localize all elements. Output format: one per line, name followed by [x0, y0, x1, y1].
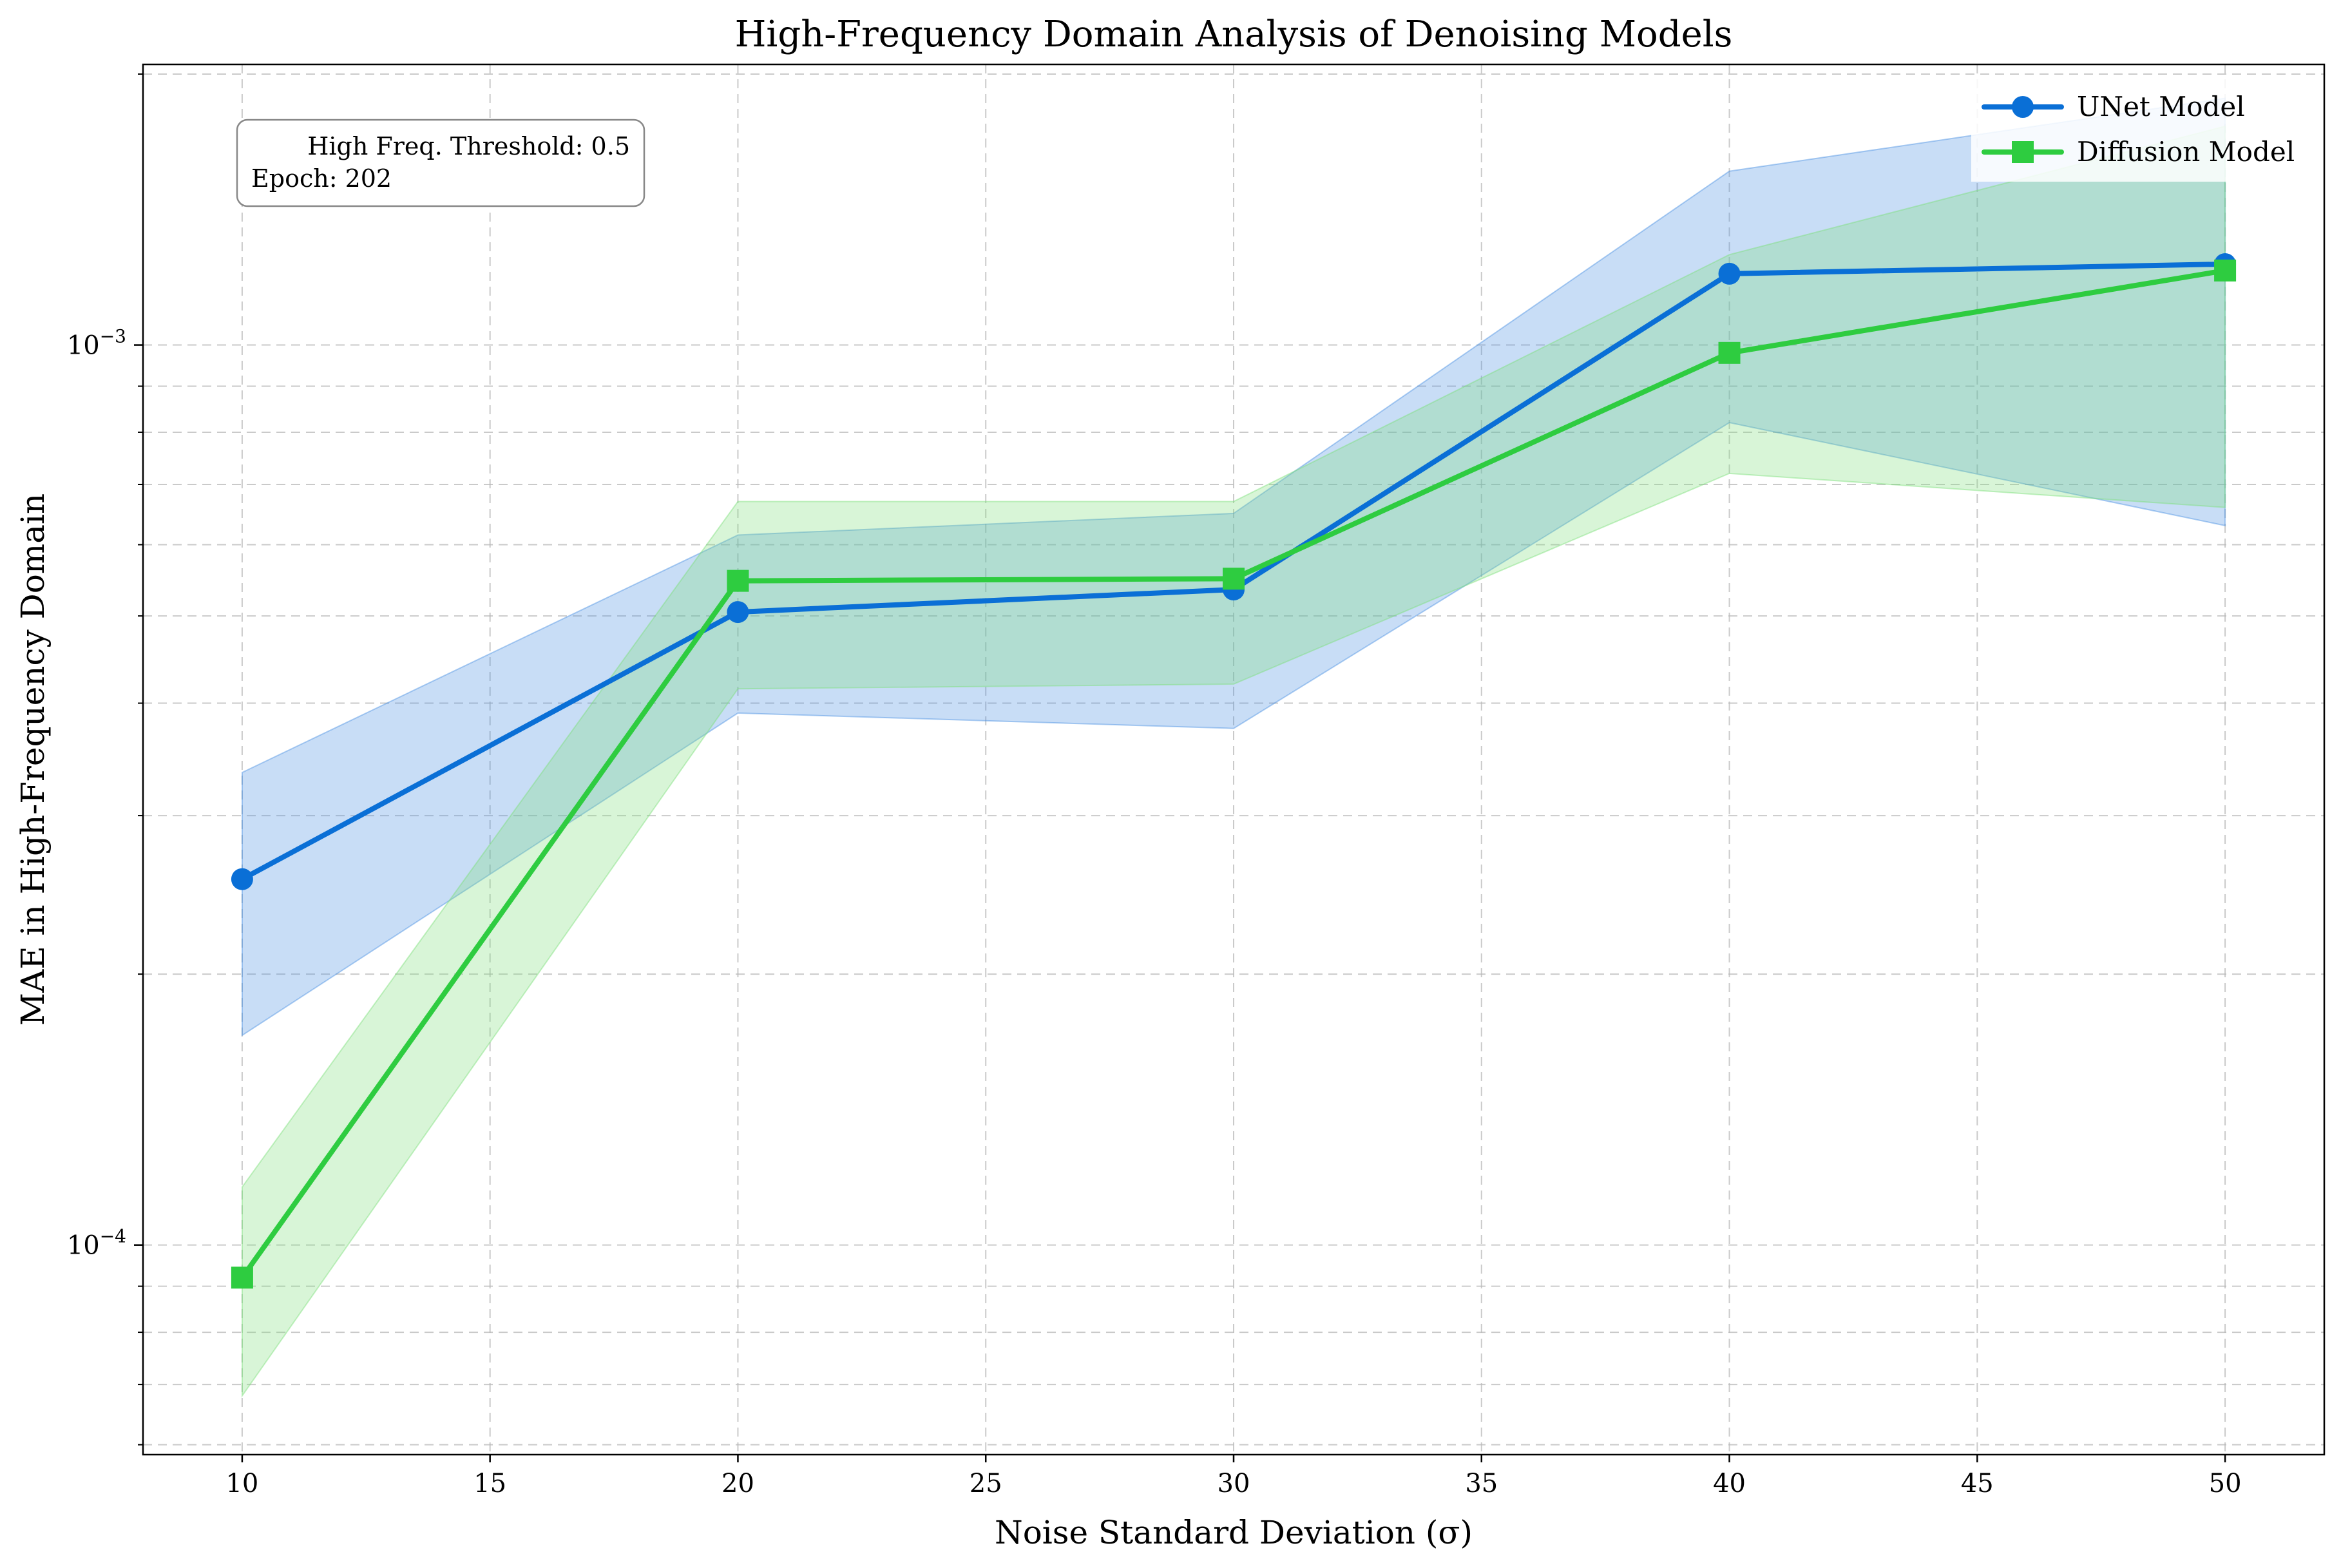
chart-title: High-Frequency Domain Analysis of Denois… [735, 14, 1733, 55]
marker-point [727, 569, 749, 592]
annotation-frame [236, 119, 645, 207]
marker-point [2214, 259, 2237, 282]
band-0 [241, 97, 2226, 1037]
marker-point [727, 601, 749, 624]
marker-point [231, 868, 253, 890]
x-tick-label: 40 [1713, 1469, 1746, 1498]
annotation-box: High Freq. Threshold: 0.5 Epoch: 202 [236, 119, 645, 207]
y-tick-label: 10−4 [67, 1226, 126, 1261]
marker-point [1223, 568, 1245, 590]
x-tick-label: 30 [1218, 1469, 1250, 1498]
x-tick-label: 50 [2209, 1469, 2242, 1498]
marker-point [1718, 262, 1741, 285]
legend-frame [1971, 79, 2311, 182]
x-tick-label: 25 [970, 1469, 1002, 1498]
grid [143, 64, 2324, 1455]
x-tick-label: 20 [721, 1469, 754, 1498]
band-1 [241, 125, 2226, 1398]
x-tick-label: 45 [1961, 1469, 1994, 1498]
annotation-epoch: Epoch: 202 [251, 164, 392, 193]
legend: UNet Model Diffusion Model [1971, 79, 2311, 182]
confidence-bands [241, 97, 2226, 1398]
legend-label: UNet Model [2077, 91, 2245, 122]
x-tick-label: 10 [225, 1469, 258, 1498]
axis-ticks: 10 15 20 25 30 35 40 45 50 10−4 10−3 [67, 73, 2242, 1498]
legend-marker [2012, 96, 2034, 118]
y-tick-label: 10−3 [67, 326, 126, 361]
legend-label: Diffusion Model [2077, 136, 2295, 167]
legend-marker [2012, 141, 2034, 163]
marker-point [231, 1267, 253, 1289]
x-tick-label: 35 [1465, 1469, 1498, 1498]
annotation-threshold: High Freq. Threshold: 0.5 [307, 132, 630, 160]
marker-point [1718, 341, 1741, 364]
x-axis-label: Noise Standard Deviation (σ) [995, 1514, 1473, 1551]
series-markers [231, 253, 2237, 1289]
x-tick-label: 15 [473, 1469, 506, 1498]
y-axis-label: MAE in High-Frequency Domain [14, 493, 52, 1026]
